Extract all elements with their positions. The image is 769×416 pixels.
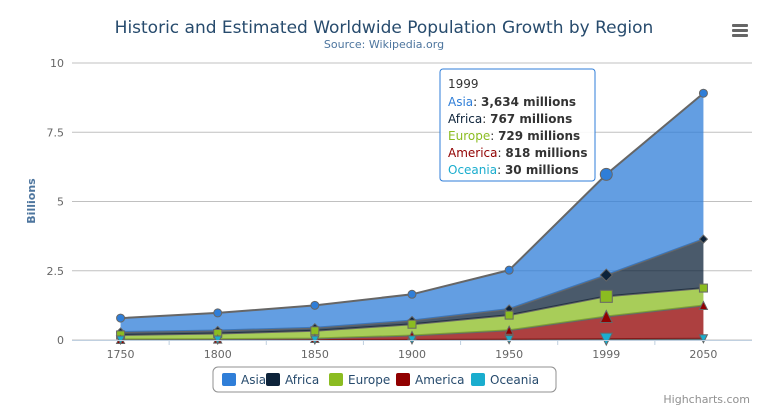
- tooltip-value: 767 millions: [490, 112, 572, 126]
- y-axis-title: Billions: [25, 178, 38, 224]
- tooltip-row: Africa: 767 millions: [448, 112, 572, 126]
- legend-label: Oceania: [490, 373, 539, 387]
- point-oceania[interactable]: [115, 335, 126, 346]
- point-america[interactable]: [504, 325, 514, 335]
- area-africa[interactable]: [120, 239, 704, 335]
- point-asia[interactable]: [599, 167, 613, 181]
- tooltip-series-name: Oceania: [448, 163, 497, 177]
- x-tick-label: 1950: [495, 348, 523, 361]
- legend-label: Europe: [348, 373, 390, 387]
- point-asia[interactable]: [116, 313, 126, 323]
- point-oceania[interactable]: [698, 334, 709, 344]
- x-tick-label: 2050: [689, 348, 717, 361]
- point-europe[interactable]: [504, 310, 514, 320]
- legend-swatch: [471, 373, 485, 386]
- legend-swatch: [329, 373, 343, 386]
- legend: Asia Africa Europe America Oceania: [212, 366, 557, 393]
- point-europe[interactable]: [599, 289, 613, 303]
- point-asia[interactable]: [407, 289, 417, 299]
- chart-title: Historic and Estimated Worldwide Populat…: [115, 18, 654, 38]
- legend-item-america[interactable]: America: [396, 373, 465, 387]
- tooltip-value: 729 millions: [498, 129, 580, 143]
- tooltip-series-name: Africa: [448, 112, 482, 126]
- tooltip-row: America: 818 millions: [448, 146, 587, 160]
- point-asia[interactable]: [698, 88, 708, 98]
- legend-box: [212, 366, 557, 393]
- y-tick-label: 7.5: [47, 126, 65, 139]
- tooltip-series-name: America: [448, 146, 498, 160]
- point-africa[interactable]: [698, 234, 709, 244]
- point-oceania[interactable]: [212, 335, 223, 346]
- legend-swatch: [222, 373, 236, 386]
- y-tick-label: 2.5: [47, 265, 65, 278]
- point-asia[interactable]: [213, 308, 223, 318]
- y-tick-label: 5: [57, 196, 64, 209]
- y-tick-label: 0: [57, 334, 64, 347]
- x-tick-label: 1900: [398, 348, 426, 361]
- tooltip-header: 1999: [448, 77, 479, 91]
- tooltip-box: [439, 68, 596, 182]
- tooltip-row: Asia: 3,634 millions: [448, 95, 576, 109]
- tooltip-series-name: Asia: [448, 95, 473, 109]
- legend-label: Asia: [241, 373, 266, 387]
- credits[interactable]: Highcharts.com: [663, 393, 750, 406]
- tooltip-value: 30 millions: [505, 163, 579, 177]
- hamburger-menu-icon[interactable]: [732, 24, 748, 37]
- y-tick-label: 10: [50, 57, 64, 70]
- legend-label: Africa: [285, 373, 319, 387]
- x-tick-label: 1800: [204, 348, 232, 361]
- point-europe[interactable]: [698, 283, 708, 293]
- x-tick-label: 1999: [592, 348, 620, 361]
- point-asia[interactable]: [504, 265, 514, 275]
- point-oceania[interactable]: [599, 332, 614, 347]
- legend-item-africa[interactable]: Africa: [266, 373, 319, 387]
- point-europe[interactable]: [407, 319, 417, 329]
- point-oceania[interactable]: [504, 335, 514, 345]
- legend-swatch: [266, 373, 280, 386]
- tooltip: 1999 Asia: 3,634 millions Africa: 767 mill…: [439, 68, 596, 182]
- point-africa[interactable]: [599, 268, 613, 282]
- point-america[interactable]: [698, 300, 709, 310]
- legend-label: America: [415, 373, 465, 387]
- point-oceania[interactable]: [310, 335, 320, 346]
- tooltip-value: 3,634 millions: [481, 95, 576, 109]
- point-america[interactable]: [599, 309, 614, 324]
- tooltip-series-name: Europe: [448, 129, 490, 143]
- legend-item-europe[interactable]: Europe: [329, 373, 390, 387]
- chart-subtitle: Source: Wikipedia.org: [324, 38, 444, 51]
- area-america[interactable]: [120, 305, 704, 340]
- x-tick-label: 1750: [107, 348, 135, 361]
- tooltip-row: Europe: 729 millions: [448, 129, 580, 143]
- x-tick-label: 1850: [301, 348, 329, 361]
- legend-swatch: [396, 373, 410, 386]
- point-asia[interactable]: [310, 300, 320, 310]
- tooltip-value: 818 millions: [505, 146, 587, 160]
- legend-item-oceania[interactable]: Oceania: [471, 373, 539, 387]
- area-asia[interactable]: [120, 93, 704, 332]
- legend-item-asia[interactable]: Asia: [222, 373, 266, 387]
- tooltip-row: Oceania: 30 millions: [448, 163, 579, 177]
- point-oceania[interactable]: [407, 335, 417, 345]
